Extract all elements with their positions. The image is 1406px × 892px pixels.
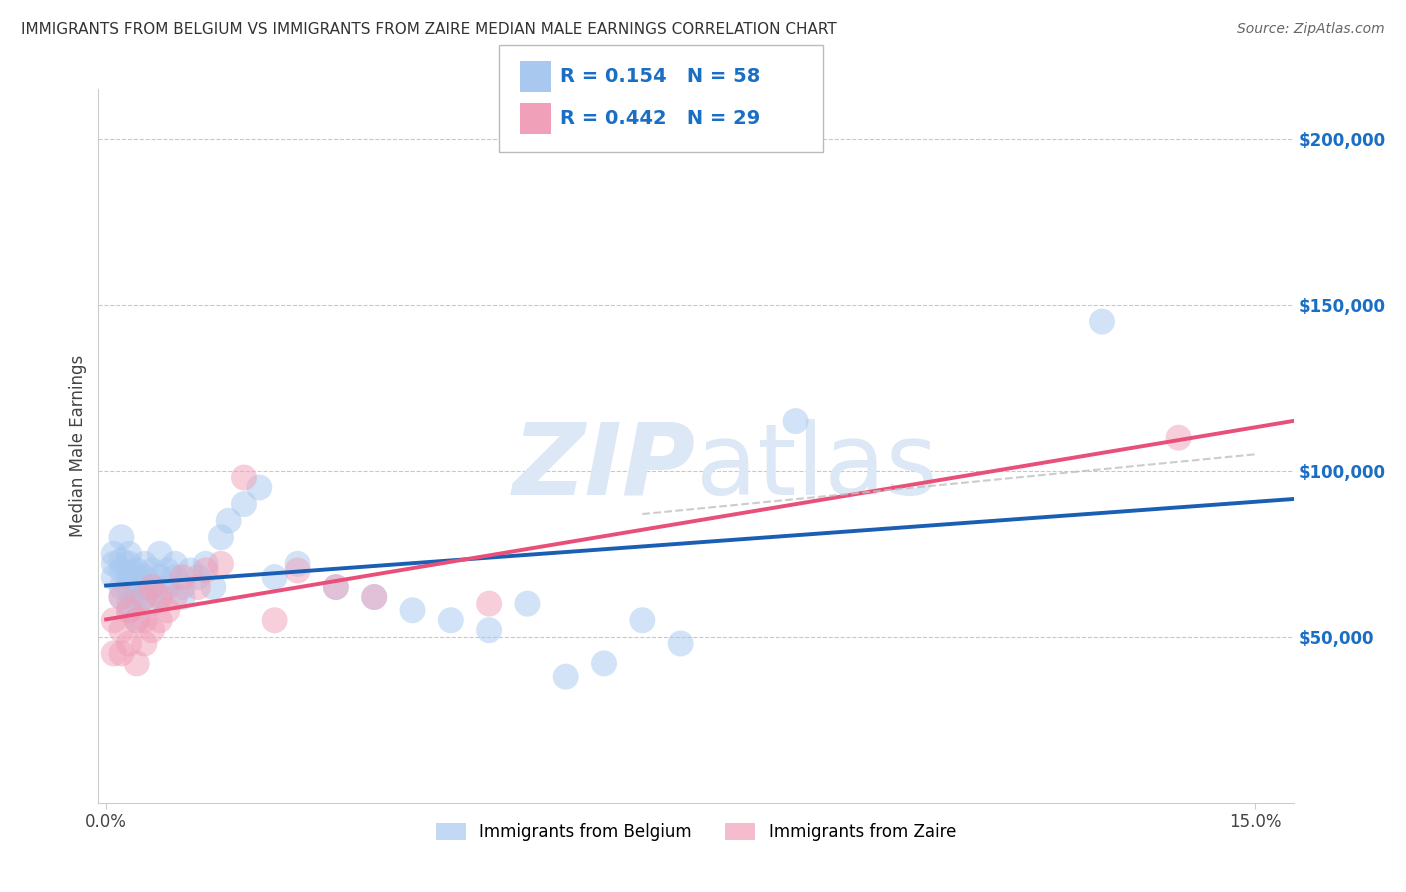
Point (478, 597, 501, 611)
Point (103, 647, 125, 661)
Point (593, 657, 616, 671)
Point (125, 590, 148, 604)
Point (134, 590, 156, 604)
Point (110, 624, 132, 638)
Point (134, 636, 156, 650)
Point (125, 613, 148, 627)
Point (187, 570, 209, 584)
Legend: Immigrants from Belgium, Immigrants from Zaire: Immigrants from Belgium, Immigrants from… (429, 816, 963, 848)
Point (110, 580, 132, 594)
Point (134, 590, 156, 604)
Text: R = 0.442   N = 29: R = 0.442 N = 29 (560, 109, 759, 128)
Point (263, 570, 285, 584)
Point (325, 580, 347, 594)
Point (554, 670, 576, 684)
Point (141, 624, 163, 638)
Point (118, 603, 141, 617)
Point (118, 580, 141, 594)
Point (125, 613, 148, 627)
Point (209, 530, 232, 544)
Point (134, 557, 156, 571)
Point (118, 603, 141, 617)
Point (363, 590, 385, 604)
Point (134, 570, 156, 584)
Point (194, 557, 217, 571)
Point (141, 564, 163, 578)
Point (149, 590, 172, 604)
Point (103, 613, 125, 627)
Point (110, 553, 132, 567)
Point (134, 580, 156, 594)
Point (149, 570, 172, 584)
Point (478, 624, 501, 638)
Point (141, 580, 163, 594)
Text: Source: ZipAtlas.com: Source: ZipAtlas.com (1237, 22, 1385, 37)
Point (118, 636, 141, 650)
Point (156, 564, 179, 578)
Point (440, 613, 463, 627)
Point (233, 497, 256, 511)
Point (118, 547, 141, 561)
Point (110, 647, 132, 661)
Point (202, 580, 225, 594)
Point (263, 613, 285, 627)
Point (669, 636, 692, 650)
Point (103, 570, 125, 584)
Point (631, 613, 654, 627)
Point (125, 580, 148, 594)
Point (1091, 314, 1114, 328)
Point (233, 470, 256, 484)
Point (156, 580, 179, 594)
Text: atlas: atlas (696, 419, 938, 516)
Point (141, 580, 163, 594)
Point (172, 580, 194, 594)
Text: IMMIGRANTS FROM BELGIUM VS IMMIGRANTS FROM ZAIRE MEDIAN MALE EARNINGS CORRELATIO: IMMIGRANTS FROM BELGIUM VS IMMIGRANTS FR… (21, 22, 837, 37)
Point (103, 557, 125, 571)
Point (149, 613, 172, 627)
Point (125, 564, 148, 578)
Point (401, 603, 423, 617)
Text: R = 0.154   N = 58: R = 0.154 N = 58 (560, 67, 761, 87)
Point (363, 590, 385, 604)
Point (247, 481, 270, 495)
Point (156, 603, 179, 617)
Point (125, 570, 148, 584)
Point (149, 590, 172, 604)
Point (516, 597, 538, 611)
Point (110, 564, 132, 578)
Point (118, 597, 141, 611)
Point (172, 590, 194, 604)
Point (163, 590, 186, 604)
Point (163, 557, 186, 571)
Y-axis label: Median Male Earnings: Median Male Earnings (69, 355, 87, 537)
Point (103, 547, 125, 561)
Point (1167, 431, 1189, 445)
Point (134, 613, 156, 627)
Point (287, 564, 309, 578)
Point (785, 414, 807, 428)
Point (179, 564, 201, 578)
Point (110, 590, 132, 604)
Point (125, 657, 148, 671)
Point (325, 580, 347, 594)
Point (287, 557, 309, 571)
Point (110, 590, 132, 604)
Point (110, 530, 132, 544)
Point (118, 557, 141, 571)
Point (187, 580, 209, 594)
Point (209, 557, 232, 571)
Point (218, 514, 240, 528)
Point (141, 597, 163, 611)
Point (149, 547, 172, 561)
Text: ZIP: ZIP (513, 419, 696, 516)
Point (118, 570, 141, 584)
Point (194, 564, 217, 578)
Point (163, 570, 186, 584)
Point (172, 570, 194, 584)
